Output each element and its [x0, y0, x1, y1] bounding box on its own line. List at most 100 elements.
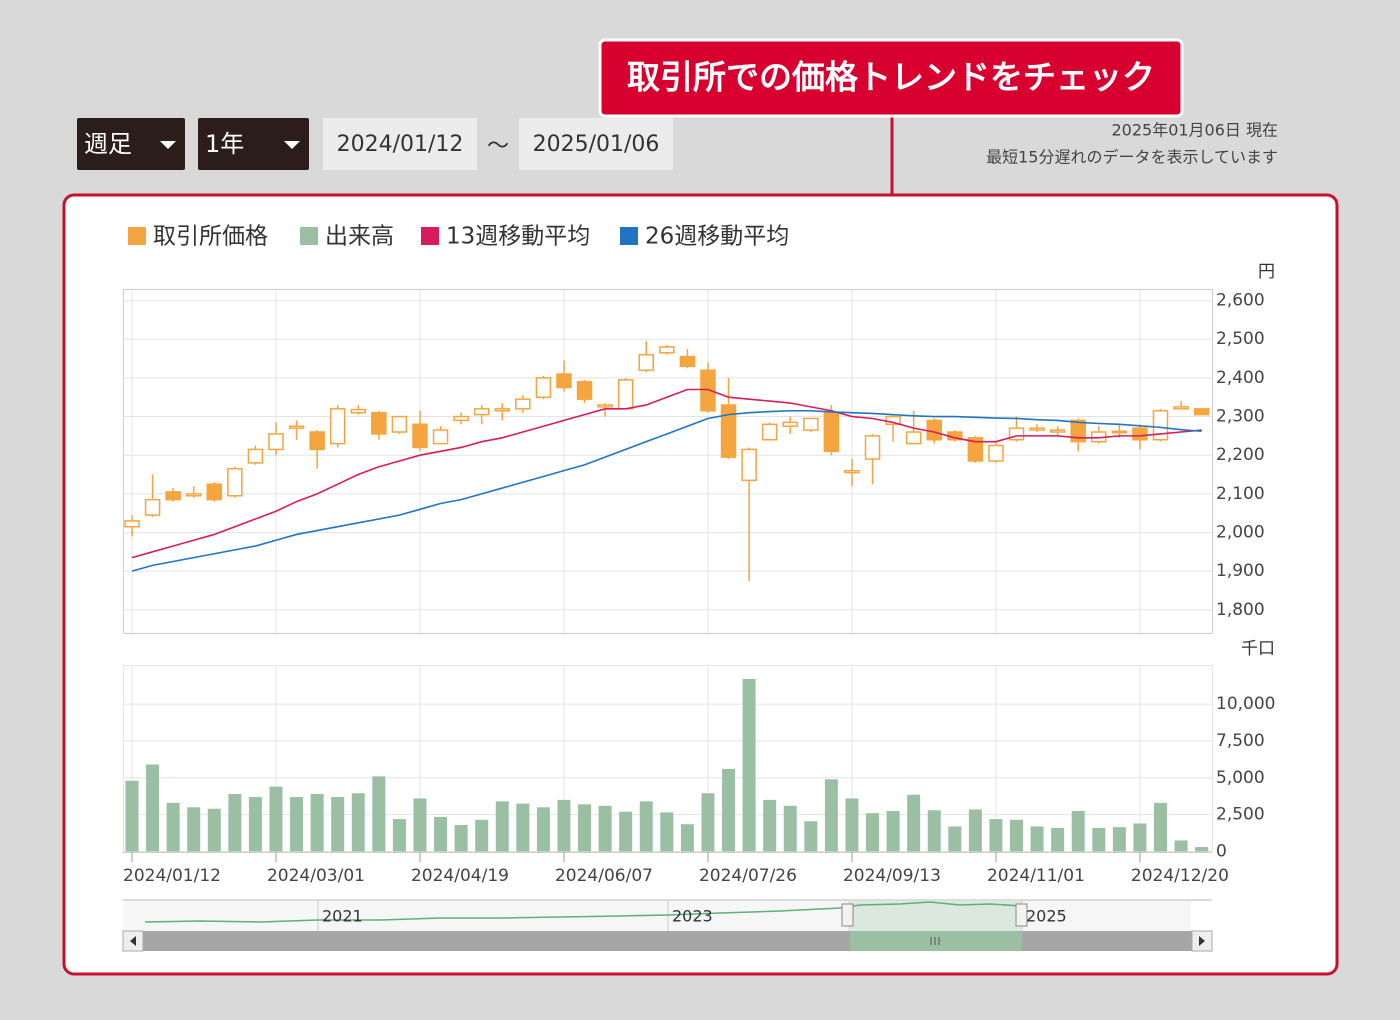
volume-bar [228, 794, 242, 852]
volume-bar [968, 809, 982, 852]
candle-body [782, 421, 798, 427]
dropdown-arrow [160, 141, 176, 149]
date-to-input[interactable] [519, 118, 673, 170]
y-tick-label: 10,000 [1216, 694, 1275, 714]
interval-label: 週足 [84, 130, 132, 158]
scroll-right-arrow [1199, 936, 1205, 946]
candle-body [720, 404, 737, 458]
candle-body [515, 398, 531, 410]
volume-bar [639, 801, 653, 852]
volume-bar [1092, 827, 1106, 852]
volume-bar [331, 796, 345, 852]
volume-bar [125, 780, 139, 852]
candle-body [844, 469, 860, 474]
volume-bar [516, 803, 530, 852]
navigator-handle[interactable] [841, 903, 854, 927]
candle-body [926, 419, 942, 441]
candle-body [1008, 427, 1025, 441]
navigator-handle[interactable] [1015, 903, 1028, 927]
interval-select[interactable] [77, 118, 185, 170]
x-tick-label: 2024/09/13 [843, 866, 941, 886]
candle-body [638, 353, 654, 371]
y-tick-label: 2,200 [1216, 445, 1265, 465]
candle-body [1132, 427, 1148, 441]
scrollbar-track[interactable] [123, 931, 1212, 951]
volume-bar [578, 804, 592, 852]
delay-note: 最短15分遅れのデータを表示しています [986, 148, 1278, 167]
x-tick-label: 2024/06/07 [555, 866, 653, 886]
legend-label: 取引所価格 [153, 224, 268, 250]
volume-bar [742, 679, 756, 852]
volume-unit: 千口 [1241, 639, 1275, 659]
candle-body [268, 433, 284, 451]
candle-body [988, 444, 1004, 462]
candle-body [1193, 408, 1210, 416]
candle-body [453, 415, 469, 422]
legend-label: 13週移動平均 [446, 224, 590, 250]
candle-body [288, 425, 305, 429]
dropdown-arrow [284, 141, 300, 149]
volume-bar [392, 819, 406, 852]
candle-body [412, 423, 428, 449]
navigator-label: 2025 [1026, 907, 1067, 926]
volume-bar [927, 810, 941, 852]
volume-bar [207, 808, 221, 852]
candle-body [679, 355, 696, 368]
x-tick-label: 2024/12/20 [1131, 866, 1229, 886]
volume-bar [351, 793, 365, 852]
date-from: 2024/01/12 [337, 132, 464, 157]
volume-bar [866, 813, 880, 852]
volume-bar [845, 798, 859, 852]
legend-swatch [620, 227, 638, 245]
volume-bar [434, 816, 448, 852]
candle-body [350, 408, 367, 414]
callout-box [598, 38, 1184, 118]
volume-bar [1133, 823, 1147, 852]
candle-body [803, 417, 819, 431]
candle-body [206, 483, 223, 501]
volume-bar [824, 779, 838, 852]
legend-label: 26週移動平均 [645, 224, 789, 250]
y-tick-label: 2,300 [1216, 407, 1265, 427]
y-tick-label: 1,900 [1216, 561, 1265, 581]
candle-body [391, 415, 408, 433]
y-tick-label: 1,800 [1216, 600, 1265, 620]
period-select[interactable] [198, 118, 309, 170]
y-tick-label: 7,500 [1216, 731, 1265, 751]
volume-bar [536, 807, 550, 852]
volume-bar [454, 824, 468, 852]
volume-bar [1154, 802, 1167, 852]
volume-bar [886, 810, 900, 852]
date-from-input[interactable] [323, 118, 477, 170]
scrollbar-grip [930, 937, 940, 945]
scrollbar-thumb[interactable] [850, 931, 1022, 951]
volume-bar [804, 821, 818, 852]
candle-body [700, 369, 716, 412]
x-tick-label: 2024/01/12 [123, 866, 221, 886]
x-tick-label: 2024/04/19 [411, 866, 509, 886]
candle-body [1070, 419, 1086, 443]
candle-body [227, 467, 243, 497]
volume-bar [1174, 840, 1188, 852]
volume-bar [1071, 810, 1085, 852]
price-unit: 円 [1258, 262, 1275, 282]
volume-bar [372, 776, 386, 852]
legend-swatch [128, 227, 146, 245]
volume-bar [187, 807, 201, 852]
volume-bar [557, 799, 571, 852]
x-tick-label: 2024/07/26 [699, 866, 797, 886]
candle-body [247, 448, 264, 464]
volume-bar [783, 805, 797, 852]
legend-swatch [421, 227, 439, 245]
volume-bar [948, 826, 962, 852]
volume-bar [660, 812, 674, 852]
moving-average [131, 388, 1202, 559]
y-tick-label: 2,100 [1216, 484, 1265, 504]
volume-bar [680, 824, 694, 852]
chart-panel [62, 193, 1339, 976]
volume-bar [310, 794, 324, 852]
volume-bar [1010, 819, 1024, 852]
y-tick-label: 5,000 [1216, 768, 1265, 788]
